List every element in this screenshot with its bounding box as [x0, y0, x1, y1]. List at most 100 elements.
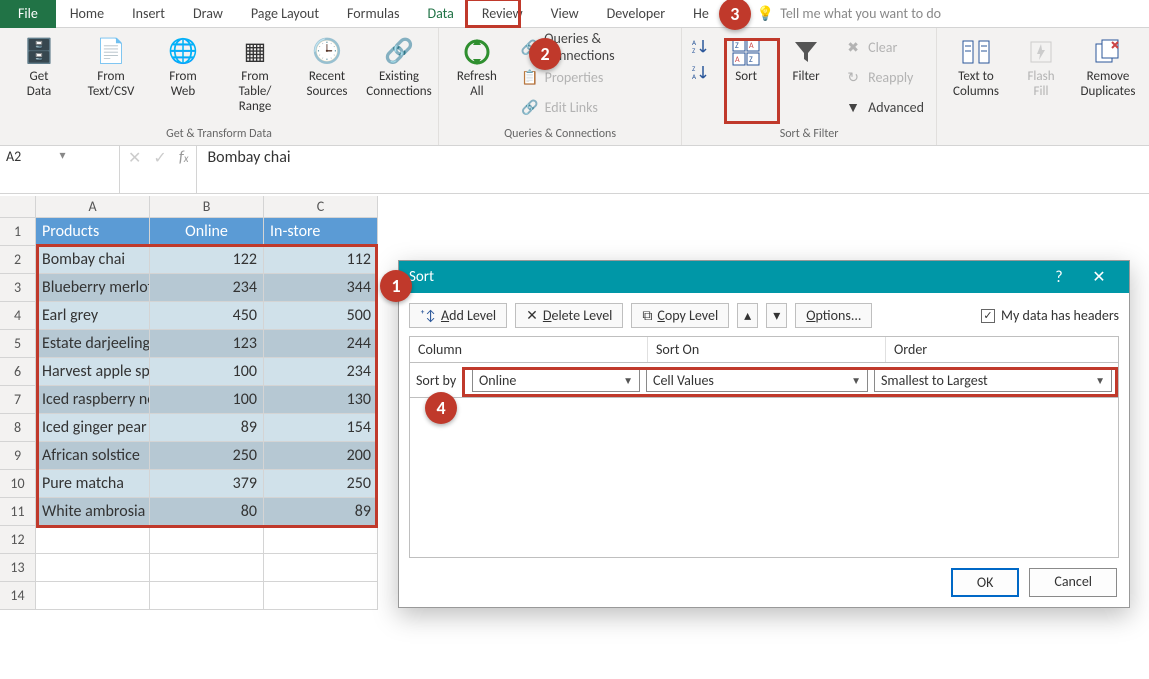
row-header-4[interactable]: 4	[0, 302, 36, 330]
tab-view[interactable]: View	[537, 0, 593, 28]
table-cell[interactable]: Iced raspberry ne	[36, 386, 150, 414]
table-cell[interactable]: Estate darjeeling	[36, 330, 150, 358]
row-header-13[interactable]: 13	[0, 554, 36, 582]
name-box[interactable]: A2 ▾	[0, 146, 120, 193]
table-cell[interactable]: African solstice	[36, 442, 150, 470]
select-all-corner[interactable]	[0, 196, 36, 218]
filter-button[interactable]: Filter	[782, 32, 830, 120]
empty-cell[interactable]	[36, 582, 150, 610]
col-header-B[interactable]: B	[150, 196, 264, 218]
delete-level-button[interactable]: ✕ Delete Level	[515, 303, 623, 328]
table-cell[interactable]: 234	[264, 358, 378, 386]
table-header-cell[interactable]: Online	[150, 218, 264, 246]
fbar-confirm-icon[interactable]: ✓	[153, 148, 166, 168]
sort-button[interactable]: ZAAZ Sort	[720, 32, 772, 120]
table-header-cell[interactable]: Products	[36, 218, 150, 246]
tab-formulas[interactable]: Formulas	[333, 0, 413, 28]
advanced-filter-button[interactable]: ▼ Advanced	[840, 94, 928, 120]
empty-cell[interactable]	[264, 554, 378, 582]
table-cell[interactable]: 122	[150, 246, 264, 274]
tab-home[interactable]: Home	[56, 0, 118, 28]
col-header-C[interactable]: C	[264, 196, 378, 218]
ok-button[interactable]: OK	[951, 568, 1020, 597]
gt-button-4[interactable]: 🕒Recent Sources	[296, 32, 358, 115]
sort-column-combo[interactable]: Online ▼	[472, 368, 640, 392]
table-cell[interactable]: 200	[264, 442, 378, 470]
table-cell[interactable]: 154	[264, 414, 378, 442]
remove-duplicates-button[interactable]: Remove Duplicates	[1075, 32, 1141, 100]
name-box-dropdown-icon[interactable]: ▾	[60, 148, 114, 163]
table-cell[interactable]: 244	[264, 330, 378, 358]
fbar-cancel-icon[interactable]: ✕	[128, 148, 141, 168]
table-cell[interactable]: 450	[150, 302, 264, 330]
empty-cell[interactable]	[264, 582, 378, 610]
table-cell[interactable]: 112	[264, 246, 378, 274]
row-header-12[interactable]: 12	[0, 526, 36, 554]
gt-button-5[interactable]: 🔗Existing Connections	[368, 32, 430, 115]
table-cell[interactable]: Iced ginger pear	[36, 414, 150, 442]
table-cell[interactable]: 250	[264, 470, 378, 498]
row-header-9[interactable]: 9	[0, 442, 36, 470]
table-cell[interactable]: 344	[264, 274, 378, 302]
row-header-7[interactable]: 7	[0, 386, 36, 414]
gt-button-1[interactable]: 📄From Text/CSV	[80, 32, 142, 115]
table-cell[interactable]: White ambrosia	[36, 498, 150, 526]
table-cell[interactable]: 80	[150, 498, 264, 526]
row-header-8[interactable]: 8	[0, 414, 36, 442]
table-cell[interactable]: 100	[150, 386, 264, 414]
sort-desc-button[interactable]: ZA	[690, 62, 710, 82]
row-header-10[interactable]: 10	[0, 470, 36, 498]
move-up-button[interactable]: ▴	[737, 303, 758, 328]
tab-insert[interactable]: Insert	[118, 0, 179, 28]
empty-cell[interactable]	[36, 526, 150, 554]
tab-file[interactable]: File	[0, 0, 56, 28]
table-cell[interactable]: 100	[150, 358, 264, 386]
empty-cell[interactable]	[150, 582, 264, 610]
table-cell[interactable]: 379	[150, 470, 264, 498]
fx-icon[interactable]: fx	[179, 148, 189, 167]
copy-level-button[interactable]: ⧉ Copy Level	[631, 303, 729, 328]
table-cell[interactable]: Harvest apple spi	[36, 358, 150, 386]
table-cell[interactable]: 89	[264, 498, 378, 526]
tab-draw[interactable]: Draw	[179, 0, 237, 28]
tab-developer[interactable]: Developer	[593, 0, 679, 28]
empty-cell[interactable]	[36, 554, 150, 582]
table-cell[interactable]: Pure matcha	[36, 470, 150, 498]
table-cell[interactable]: 89	[150, 414, 264, 442]
move-down-button[interactable]: ▾	[766, 303, 787, 328]
row-header-2[interactable]: 2	[0, 246, 36, 274]
dialog-help-button[interactable]: ?	[1039, 268, 1079, 287]
table-cell[interactable]: Blueberry merlot	[36, 274, 150, 302]
empty-cell[interactable]	[150, 526, 264, 554]
cancel-button[interactable]: Cancel	[1029, 568, 1117, 597]
gt-button-3[interactable]: ▦From Table/ Range	[224, 32, 286, 115]
flash-fill-button[interactable]: Flash Fill	[1017, 32, 1065, 100]
col-header-A[interactable]: A	[36, 196, 150, 218]
table-header-cell[interactable]: In-store	[264, 218, 378, 246]
table-cell[interactable]: 130	[264, 386, 378, 414]
row-header-1[interactable]: 1	[0, 218, 36, 246]
tab-data[interactable]: Data	[413, 0, 467, 28]
tell-me[interactable]: 💡 Tell me what you want to do	[757, 5, 941, 22]
headers-checkbox[interactable]: ✓ My data has headers	[981, 307, 1119, 324]
formula-bar-value[interactable]: Bombay chai	[197, 146, 1149, 193]
table-cell[interactable]: Bombay chai	[36, 246, 150, 274]
text-to-columns-button[interactable]: Text to Columns	[945, 32, 1007, 100]
tab-he[interactable]: He	[679, 0, 723, 28]
reapply-button[interactable]: ↻ Reapply	[840, 64, 928, 90]
row-header-14[interactable]: 14	[0, 582, 36, 610]
add-level-button[interactable]: ⁺↕ Add Level	[409, 303, 507, 328]
tab-review[interactable]: Review	[468, 0, 537, 28]
refresh-all-button[interactable]: Refresh All	[447, 32, 507, 120]
tab-page-layout[interactable]: Page Layout	[237, 0, 333, 28]
sort-order-combo[interactable]: Smallest to Largest ▼	[874, 368, 1112, 392]
row-header-5[interactable]: 5	[0, 330, 36, 358]
edit-links-button[interactable]: 🔗 Edit Links	[517, 94, 673, 120]
row-header-11[interactable]: 11	[0, 498, 36, 526]
row-header-6[interactable]: 6	[0, 358, 36, 386]
table-cell[interactable]: Earl grey	[36, 302, 150, 330]
gt-button-0[interactable]: 🗄️Get Data	[8, 32, 70, 115]
empty-cell[interactable]	[150, 554, 264, 582]
empty-cell[interactable]	[264, 526, 378, 554]
sort-options-button[interactable]: Options...	[795, 303, 872, 328]
